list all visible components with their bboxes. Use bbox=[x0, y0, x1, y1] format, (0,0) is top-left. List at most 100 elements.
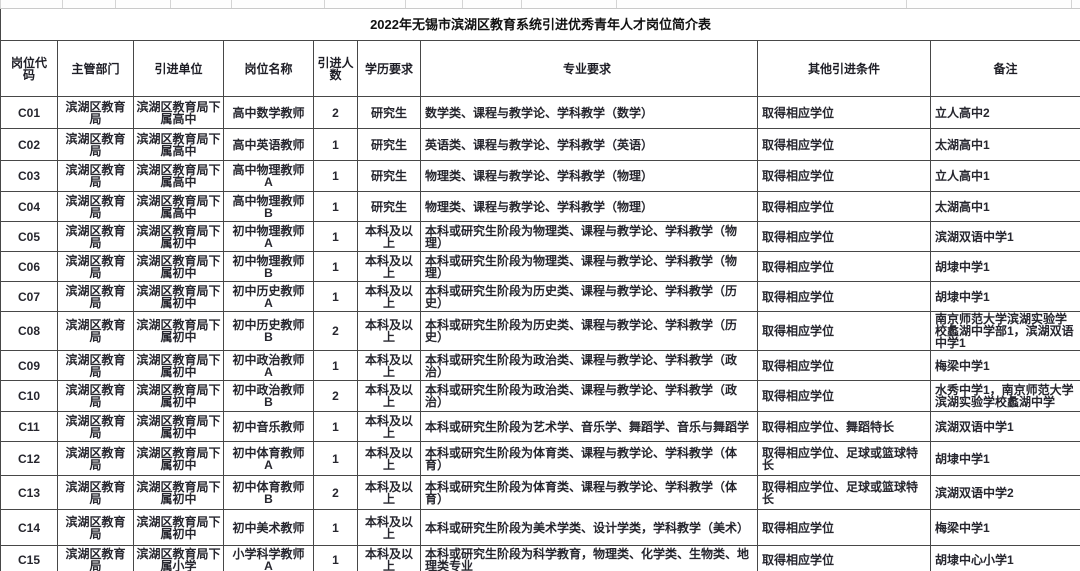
cell-code: C12 bbox=[0, 441, 58, 476]
table-row: C07 滨湖区教育局 滨湖区教育局下属初中 初中历史教师A 1 本科及以上 本科… bbox=[0, 281, 1080, 312]
cell-dept: 滨湖区教育局 bbox=[57, 311, 134, 351]
cell-major: 本科或研究生阶段为美术学类、设计学类，学科教学（美术） bbox=[420, 509, 758, 546]
column-header-edu: 学历要求 bbox=[357, 40, 421, 97]
table-row: C10 滨湖区教育局 滨湖区教育局下属初中 初中政治教师B 2 本科及以上 本科… bbox=[0, 380, 1080, 412]
cell-remark: 立人高中2 bbox=[929, 96, 1080, 129]
cell-unit: 滨湖区教育局下属初中 bbox=[133, 475, 224, 510]
column-header-dept: 主管部门 bbox=[57, 40, 134, 97]
cell-dept: 滨湖区教育局 bbox=[57, 509, 134, 546]
cell-major: 本科或研究生阶段为体育类、课程与教学论、学科教学（体育） bbox=[420, 475, 758, 510]
cell-remark: 滨湖双语中学1 bbox=[929, 411, 1080, 442]
positions-table: 2022年无锡市滨湖区教育系统引进优秀青年人才岗位简介表 岗位代码 主管部门 引… bbox=[0, 9, 1080, 571]
cell-remark: 滨湖双语中学2 bbox=[929, 475, 1080, 510]
cell-code: C02 bbox=[0, 128, 58, 161]
table-row: C14 滨湖区教育局 滨湖区教育局下属初中 初中美术教师 1 本科及以上 本科或… bbox=[0, 509, 1080, 546]
cell-edu: 本科及以上 bbox=[357, 509, 421, 546]
cell-unit: 滨湖区教育局下属初中 bbox=[133, 350, 224, 381]
cell-cond: 取得相应学位 bbox=[757, 160, 931, 192]
cell-name: 初中音乐教师 bbox=[223, 411, 314, 442]
cell-unit: 滨湖区教育局下属初中 bbox=[133, 251, 224, 282]
grid-tick bbox=[616, 0, 617, 8]
grid-tick bbox=[906, 0, 907, 8]
cell-count: 1 bbox=[313, 160, 358, 192]
grid-tick bbox=[405, 0, 406, 8]
cell-count: 1 bbox=[313, 441, 358, 476]
cell-name: 高中物理教师B bbox=[223, 191, 314, 222]
cell-count: 1 bbox=[313, 411, 358, 442]
clipped-row-above bbox=[0, 0, 1080, 9]
cell-major: 物理类、课程与教学论、学科教学（物理） bbox=[420, 160, 758, 192]
cell-cond: 取得相应学位 bbox=[757, 251, 931, 282]
column-header-count: 引进人数 bbox=[313, 40, 358, 97]
cell-unit: 滨湖区教育局下属初中 bbox=[133, 441, 224, 476]
table-row: C05 滨湖区教育局 滨湖区教育局下属初中 初中物理教师A 1 本科及以上 本科… bbox=[0, 221, 1080, 252]
cell-edu: 本科及以上 bbox=[357, 281, 421, 312]
cell-cond: 取得相应学位 bbox=[757, 128, 931, 161]
cell-dept: 滨湖区教育局 bbox=[57, 350, 134, 381]
cell-name: 初中历史教师B bbox=[223, 311, 314, 351]
cell-cond: 取得相应学位、舞蹈特长 bbox=[757, 411, 931, 442]
cell-major: 本科或研究生阶段为政治类、课程与教学论、学科教学（政治） bbox=[420, 380, 758, 412]
cell-major: 本科或研究生阶段为政治类、课程与教学论、学科教学（政治） bbox=[420, 350, 758, 381]
cell-remark: 滨湖双语中学1 bbox=[929, 221, 1080, 252]
cell-major: 物理类、课程与教学论、学科教学（物理） bbox=[420, 191, 758, 222]
header-row: 岗位代码 主管部门 引进单位 岗位名称 引进人数 学历要求 专业要求 其他引进条… bbox=[0, 40, 1080, 97]
cell-unit: 滨湖区教育局下属高中 bbox=[133, 160, 224, 192]
cell-name: 初中历史教师A bbox=[223, 281, 314, 312]
cell-dept: 滨湖区教育局 bbox=[57, 191, 134, 222]
cell-code: C15 bbox=[0, 545, 58, 571]
cell-remark: 太湖高中1 bbox=[929, 191, 1080, 222]
grid-tick bbox=[62, 0, 63, 8]
cell-cond: 取得相应学位 bbox=[757, 311, 931, 351]
cell-dept: 滨湖区教育局 bbox=[57, 221, 134, 252]
table-row: C11 滨湖区教育局 滨湖区教育局下属初中 初中音乐教师 1 本科及以上 本科或… bbox=[0, 411, 1080, 442]
cell-cond: 取得相应学位 bbox=[757, 281, 931, 312]
cell-name: 初中物理教师B bbox=[223, 251, 314, 282]
cell-unit: 滨湖区教育局下属初中 bbox=[133, 221, 224, 252]
cell-count: 2 bbox=[313, 475, 358, 510]
cell-remark: 胡埭中学1 bbox=[929, 441, 1080, 476]
cell-count: 1 bbox=[313, 191, 358, 222]
cell-dept: 滨湖区教育局 bbox=[57, 545, 134, 571]
cell-cond: 取得相应学位、足球或篮球特长 bbox=[757, 441, 931, 476]
cell-code: C08 bbox=[0, 311, 58, 351]
grid-tick bbox=[170, 0, 171, 8]
cell-code: C07 bbox=[0, 281, 58, 312]
cell-count: 1 bbox=[313, 128, 358, 161]
cell-count: 1 bbox=[313, 281, 358, 312]
cell-remark: 梅梁中学1 bbox=[929, 350, 1080, 381]
grid-tick bbox=[1071, 0, 1072, 8]
cell-cond: 取得相应学位 bbox=[757, 221, 931, 252]
cell-unit: 滨湖区教育局下属初中 bbox=[133, 311, 224, 351]
cell-count: 1 bbox=[313, 509, 358, 546]
cell-edu: 本科及以上 bbox=[357, 251, 421, 282]
grid-tick bbox=[0, 0, 1, 8]
cell-count: 1 bbox=[313, 251, 358, 282]
table-row: C09 滨湖区教育局 滨湖区教育局下属初中 初中政治教师A 1 本科及以上 本科… bbox=[0, 350, 1080, 381]
cell-remark: 水秀中学1，南京师范大学滨湖实验学校蠡湖中学 bbox=[929, 380, 1080, 412]
cell-code: C06 bbox=[0, 251, 58, 282]
grid-tick bbox=[521, 0, 522, 8]
cell-edu: 本科及以上 bbox=[357, 221, 421, 252]
cell-unit: 滨湖区教育局下属初中 bbox=[133, 380, 224, 412]
cell-name: 高中物理教师A bbox=[223, 160, 314, 192]
cell-code: C11 bbox=[0, 411, 58, 442]
cell-name: 初中美术教师 bbox=[223, 509, 314, 546]
cell-name: 高中英语教师 bbox=[223, 128, 314, 161]
cell-dept: 滨湖区教育局 bbox=[57, 160, 134, 192]
cell-cond: 取得相应学位 bbox=[757, 350, 931, 381]
cell-remark: 胡埭中学1 bbox=[929, 281, 1080, 312]
title-row: 2022年无锡市滨湖区教育系统引进优秀青年人才岗位简介表 bbox=[0, 9, 1080, 41]
cell-count: 1 bbox=[313, 350, 358, 381]
cell-count: 2 bbox=[313, 311, 358, 351]
column-header-name: 岗位名称 bbox=[223, 40, 314, 97]
cell-unit: 滨湖区教育局下属初中 bbox=[133, 509, 224, 546]
cell-dept: 滨湖区教育局 bbox=[57, 411, 134, 442]
cell-code: C01 bbox=[0, 96, 58, 129]
grid-tick bbox=[231, 0, 232, 8]
cell-unit: 滨湖区教育局下属高中 bbox=[133, 128, 224, 161]
page-title: 2022年无锡市滨湖区教育系统引进优秀青年人才岗位简介表 bbox=[0, 9, 1080, 41]
table-row: C04 滨湖区教育局 滨湖区教育局下属高中 高中物理教师B 1 研究生 物理类、… bbox=[0, 191, 1080, 222]
cell-dept: 滨湖区教育局 bbox=[57, 281, 134, 312]
